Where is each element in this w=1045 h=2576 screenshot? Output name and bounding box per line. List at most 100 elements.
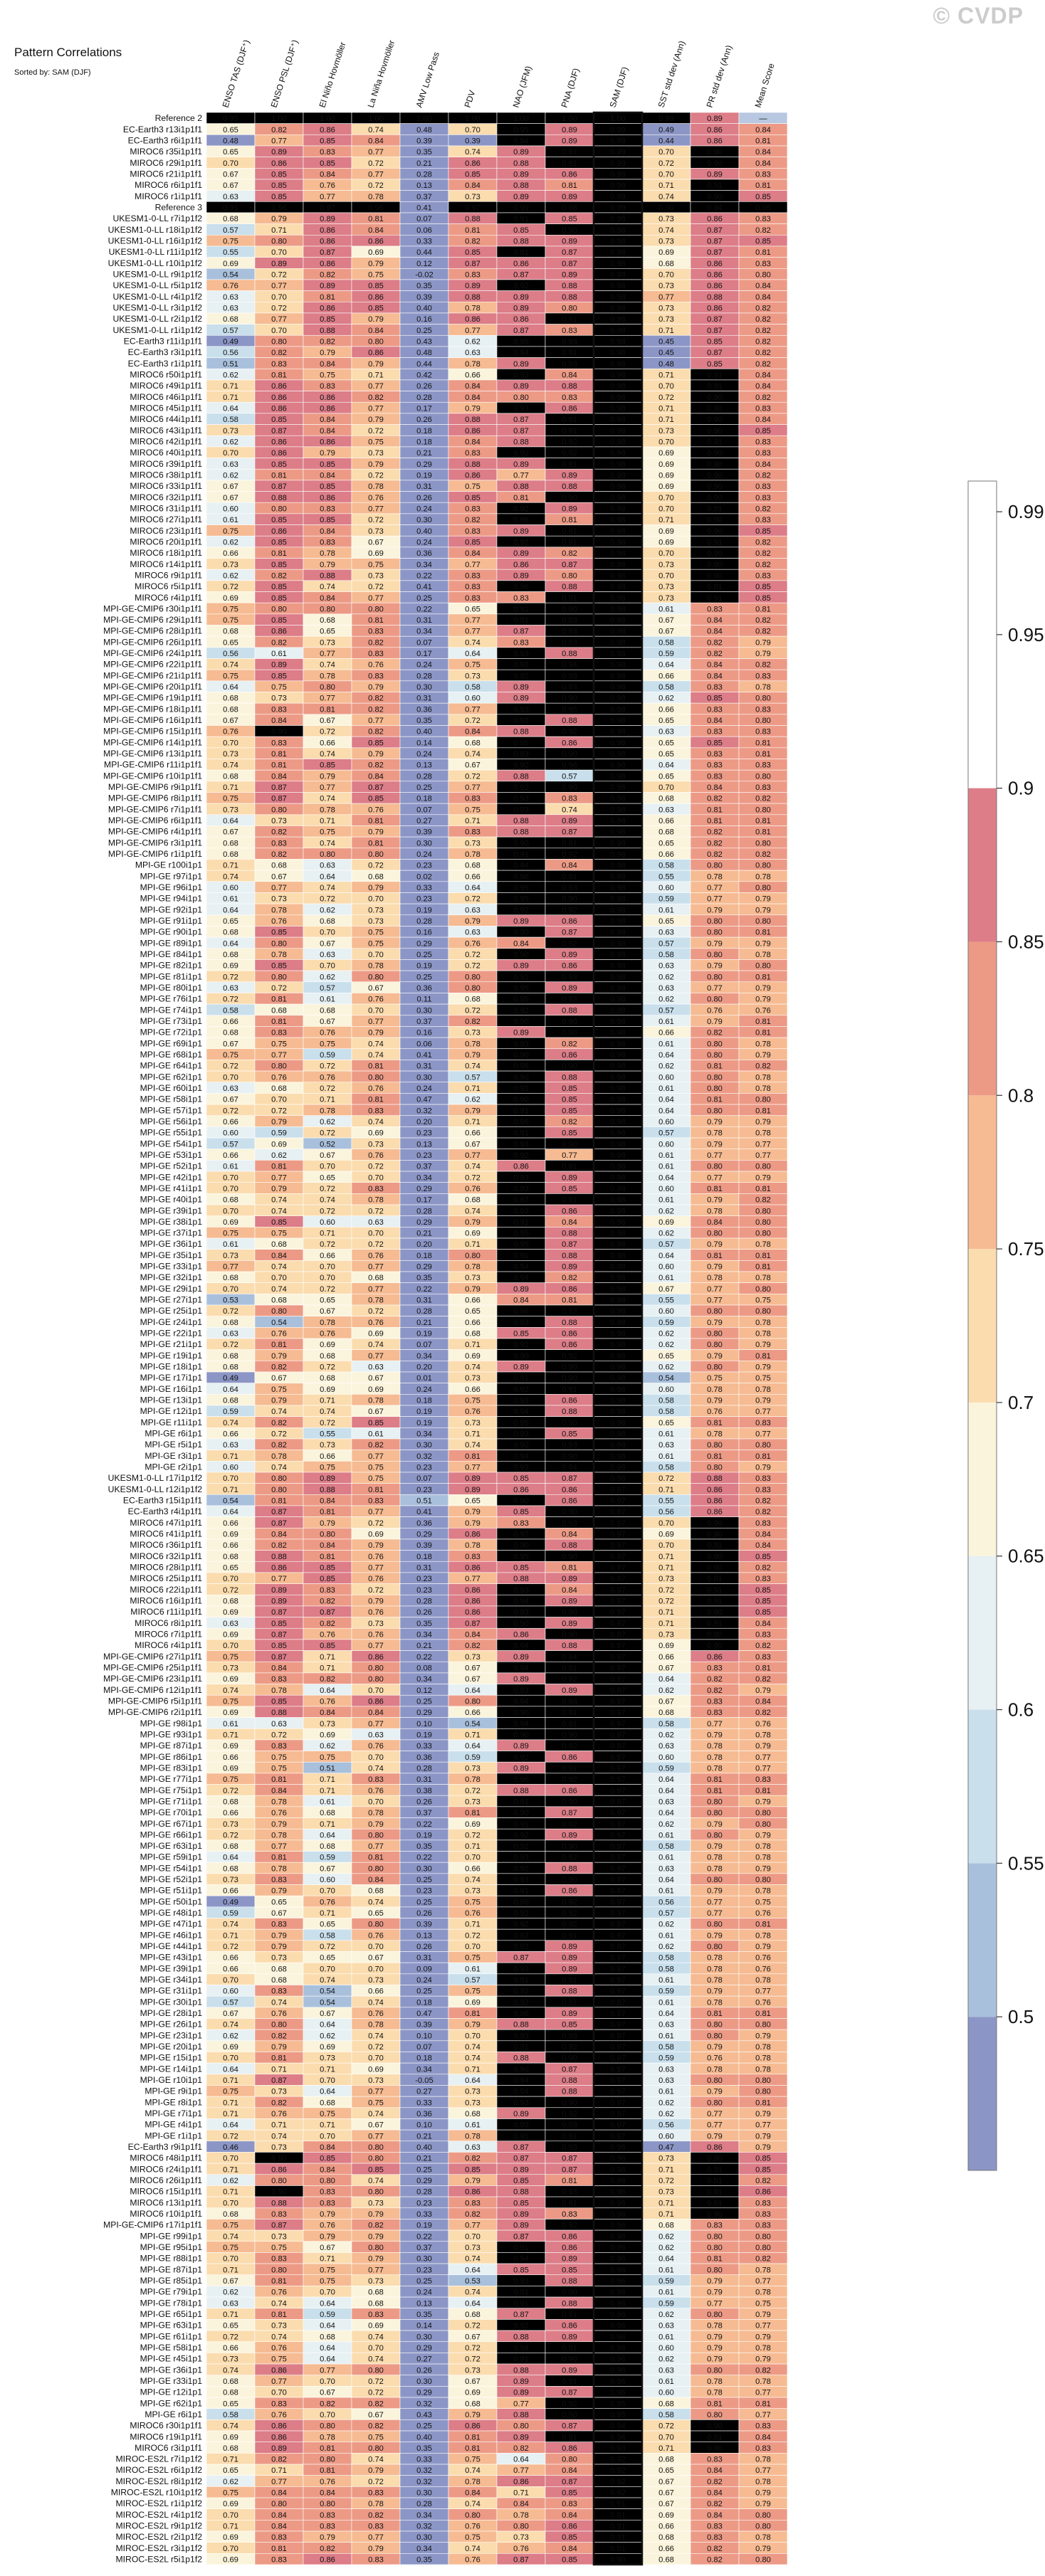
cell-value: 0.96: [513, 872, 529, 881]
cell-value: 0.97: [610, 2010, 626, 2018]
cell-value: 0.99: [610, 126, 626, 134]
cell-value: 0.84: [755, 1697, 771, 1706]
cell-value: 0.28: [416, 2188, 432, 2197]
cell-value: 0.80: [271, 337, 287, 346]
row-label: MPI-GE r54i1p1: [140, 1139, 203, 1149]
cell-value: 0.84: [707, 672, 723, 680]
cell-value: 0.55: [658, 872, 674, 881]
cell-value: 0.31: [416, 1775, 432, 1784]
cell-value: 0.70: [223, 1474, 238, 1483]
cell-value: 0.83: [755, 728, 771, 737]
cell-value: 0.98: [610, 471, 626, 480]
row-label: MIROC6 r48i1p1f1: [130, 2153, 202, 2163]
cell-value: 0.84: [513, 1297, 529, 1305]
cell-value: 0.83: [755, 2222, 771, 2230]
cell-value: 0.71: [320, 1775, 335, 1784]
cell-value: 0.98: [610, 839, 626, 848]
cell-value: 0.63: [223, 1084, 238, 1093]
cell-value: 0.31: [416, 1563, 432, 1572]
cell-value: 0.79: [755, 650, 771, 658]
cell-value: 0.77: [658, 293, 674, 302]
cell-value: 0.86: [562, 1787, 577, 1795]
cell-value: 0.82: [368, 695, 384, 703]
cell-value: 0.85: [320, 1563, 335, 1572]
cell-value: 0.98: [610, 962, 626, 971]
cell-value: 0.92: [513, 449, 529, 458]
cell-value: 0.86: [707, 271, 723, 280]
cell-value: 0.82: [271, 828, 287, 837]
cell-value: 0.75: [368, 1464, 384, 1472]
cell-value: 0.73: [658, 583, 674, 591]
cell-value: 0.85: [707, 739, 723, 747]
cell-value: 0.65: [320, 1297, 335, 1305]
cell-value: 0.83: [755, 1519, 771, 1528]
cell-value: 0.25: [416, 327, 432, 335]
row-label: MPI-GE r52i1p1: [140, 1874, 203, 1884]
cell-value: 0.28: [416, 772, 432, 781]
cell-value: 0.79: [707, 2289, 723, 2297]
cell-value: 0.80: [707, 1230, 723, 1238]
cell-value: 0.28: [416, 672, 432, 680]
cell-value: 0.98: [610, 795, 626, 803]
cell-value: 0.80: [755, 1230, 771, 1238]
cell-value: 0.60: [320, 1876, 335, 1884]
cell-value: 0.34: [416, 1630, 432, 1639]
cell-value: 0.91: [562, 1931, 577, 1940]
cell-value: 0.83: [465, 594, 481, 603]
row-label: MPI-GE-CMIP6 r10i1p1f1: [103, 771, 202, 781]
cell-value: 0.76: [368, 494, 384, 502]
cell-value: 0.82: [368, 728, 384, 737]
cell-value: 0.79: [707, 1397, 723, 1405]
cell-value: 0.78: [465, 304, 481, 312]
cell-value: 0.86: [368, 1653, 384, 1662]
cell-value: 0.98: [610, 594, 626, 603]
cell-value: 0.97: [610, 1842, 626, 1851]
cell-value: 0.68: [271, 1240, 287, 1249]
cell-value: 0.76: [271, 2010, 287, 2018]
cell-value: 0.83: [465, 795, 481, 803]
cell-value: 0.71: [658, 327, 674, 335]
cell-value: 0.70: [320, 1274, 335, 1282]
cell-value: 0.95: [513, 1230, 529, 1238]
cell-value: 0.61: [658, 1151, 674, 1160]
row-label: MPI-GE r67i1p1: [140, 1819, 203, 1829]
cell-value: 0.82: [320, 1675, 335, 1684]
cell-value: 0.69: [368, 1330, 384, 1339]
cell-value: 0.28: [416, 171, 432, 179]
cell-value: 0.71: [320, 817, 335, 825]
cell-value: 0.86: [271, 394, 287, 402]
cell-value: 0.06: [416, 226, 432, 235]
cell-value: 0.98: [610, 394, 626, 402]
cell-value: 0.91: [707, 1541, 723, 1550]
cell-value: 0.86: [465, 1563, 481, 1572]
cell-value: 0.82: [320, 1597, 335, 1605]
cell-value: 0.73: [658, 215, 674, 223]
cell-value: 0.98: [610, 1084, 626, 1093]
cell-value: 0.58: [658, 862, 674, 870]
cell-value: 0.81: [562, 1297, 577, 1305]
cell-value: 0.86: [562, 739, 577, 747]
cell-value: 0.86: [562, 171, 577, 179]
cell-value: 0.91: [562, 159, 577, 168]
cell-value: 1.00: [416, 115, 432, 123]
cell-value: 0.78: [271, 951, 287, 959]
cell-value: 0.96: [271, 204, 287, 213]
cell-value: 0.80: [707, 1073, 723, 1082]
row-label: MIROC6 r42i1p1f1: [130, 436, 202, 446]
cell-value: 0.87: [707, 315, 723, 324]
cell-value: 0.92: [562, 2043, 577, 2052]
cell-value: 0.49: [658, 126, 674, 134]
cell-value: 0.85: [271, 672, 287, 680]
cell-value: 0.77: [755, 1408, 771, 1416]
cell-value: 0.83: [755, 482, 771, 491]
cell-value: 0.79: [271, 1943, 287, 1951]
cell-value: 0.91: [707, 1586, 723, 1595]
cell-value: 0.82: [755, 394, 771, 402]
cell-value: 0.74: [320, 1976, 335, 1985]
cell-value: 0.62: [658, 2244, 674, 2252]
cell-value: 0.87: [513, 271, 529, 280]
cell-value: 0.80: [707, 1876, 723, 1884]
cell-value: 0.81: [755, 828, 771, 837]
cell-value: 0.89: [271, 260, 287, 268]
cell-value: 0.48: [416, 126, 432, 134]
